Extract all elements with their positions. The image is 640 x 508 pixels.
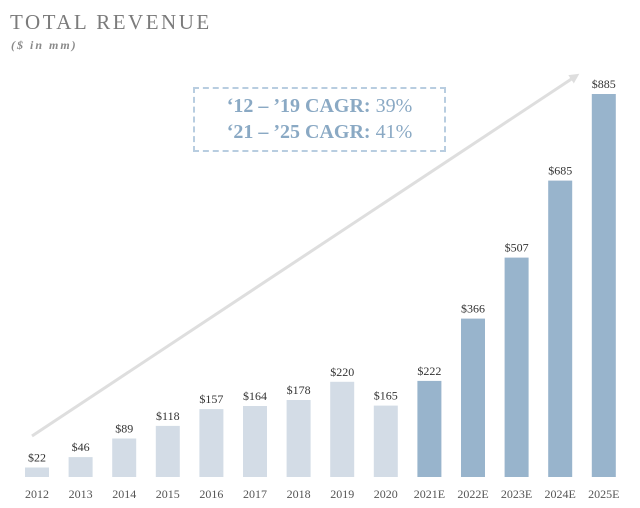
- chart-subtitle: ($ in mm): [11, 38, 78, 52]
- x-tick-label: 2025E: [588, 487, 619, 501]
- bar-2024E: [548, 180, 573, 477]
- value-label-2025E: $885: [592, 77, 616, 91]
- x-tick-label: 2024E: [545, 487, 576, 501]
- bar-2012: [25, 467, 49, 477]
- cagr-line-2012-2019: ‘12 – ’19 CAGR: 39%: [195, 93, 444, 119]
- value-label-2020: $165: [374, 389, 398, 403]
- value-label-2021E: $222: [417, 364, 441, 378]
- bar-2015: [155, 425, 180, 477]
- value-label-2012: $22: [28, 451, 46, 465]
- cagr-line-2021-2025: ‘21 – ’25 CAGR: 41%: [195, 119, 444, 145]
- x-tick-label: 2018: [287, 487, 311, 501]
- bar-2020: [373, 405, 398, 477]
- cagr-callout: ‘12 – ’19 CAGR: 39% ‘21 – ’25 CAGR: 41%: [193, 87, 446, 152]
- x-tick-label: 2013: [69, 487, 93, 501]
- bar-2021E: [417, 380, 442, 477]
- bar-2017: [243, 406, 267, 477]
- cagr-label: ‘12 – ’19 CAGR:: [226, 95, 371, 117]
- bar-2019: [330, 381, 355, 477]
- cagr-value: 41%: [375, 121, 413, 143]
- value-label-2019: $220: [330, 365, 354, 379]
- x-tick-label: 2015: [156, 487, 180, 501]
- x-tick-label: 2012: [25, 487, 49, 501]
- bar-2023E: [504, 257, 529, 477]
- growth-arrow: [31, 73, 580, 438]
- x-tick-label: 2023E: [501, 487, 532, 501]
- x-tick-label: 2016: [199, 487, 223, 501]
- bar-2013: [68, 457, 93, 477]
- value-label-2016: $157: [199, 392, 223, 406]
- value-label-2015: $118: [156, 409, 180, 423]
- x-tick-label: 2022E: [457, 487, 488, 501]
- value-label-2024E: $685: [548, 164, 572, 178]
- x-tick-label: 2017: [243, 487, 267, 501]
- x-tick-label: 2014: [112, 487, 136, 501]
- value-label-2017: $164: [243, 389, 267, 403]
- bar-2025E: [591, 94, 616, 477]
- bar-2016: [199, 409, 224, 477]
- chart-title: TOTAL REVENUE: [10, 10, 212, 34]
- x-tick-label: 2019: [330, 487, 354, 501]
- bar-2014: [112, 438, 137, 477]
- bar-2018: [286, 400, 311, 477]
- x-tick-label: 2021E: [414, 487, 445, 501]
- bar-2022E: [461, 318, 485, 477]
- x-tick-label: 2020: [374, 487, 398, 501]
- value-label-2018: $178: [287, 383, 311, 397]
- value-label-2014: $89: [115, 422, 133, 436]
- cagr-value: 39%: [375, 95, 413, 117]
- cagr-label: ‘21 – ’25 CAGR:: [226, 121, 371, 143]
- value-label-2013: $46: [72, 440, 90, 454]
- value-label-2022E: $366: [461, 302, 485, 316]
- value-label-2023E: $507: [505, 241, 529, 255]
